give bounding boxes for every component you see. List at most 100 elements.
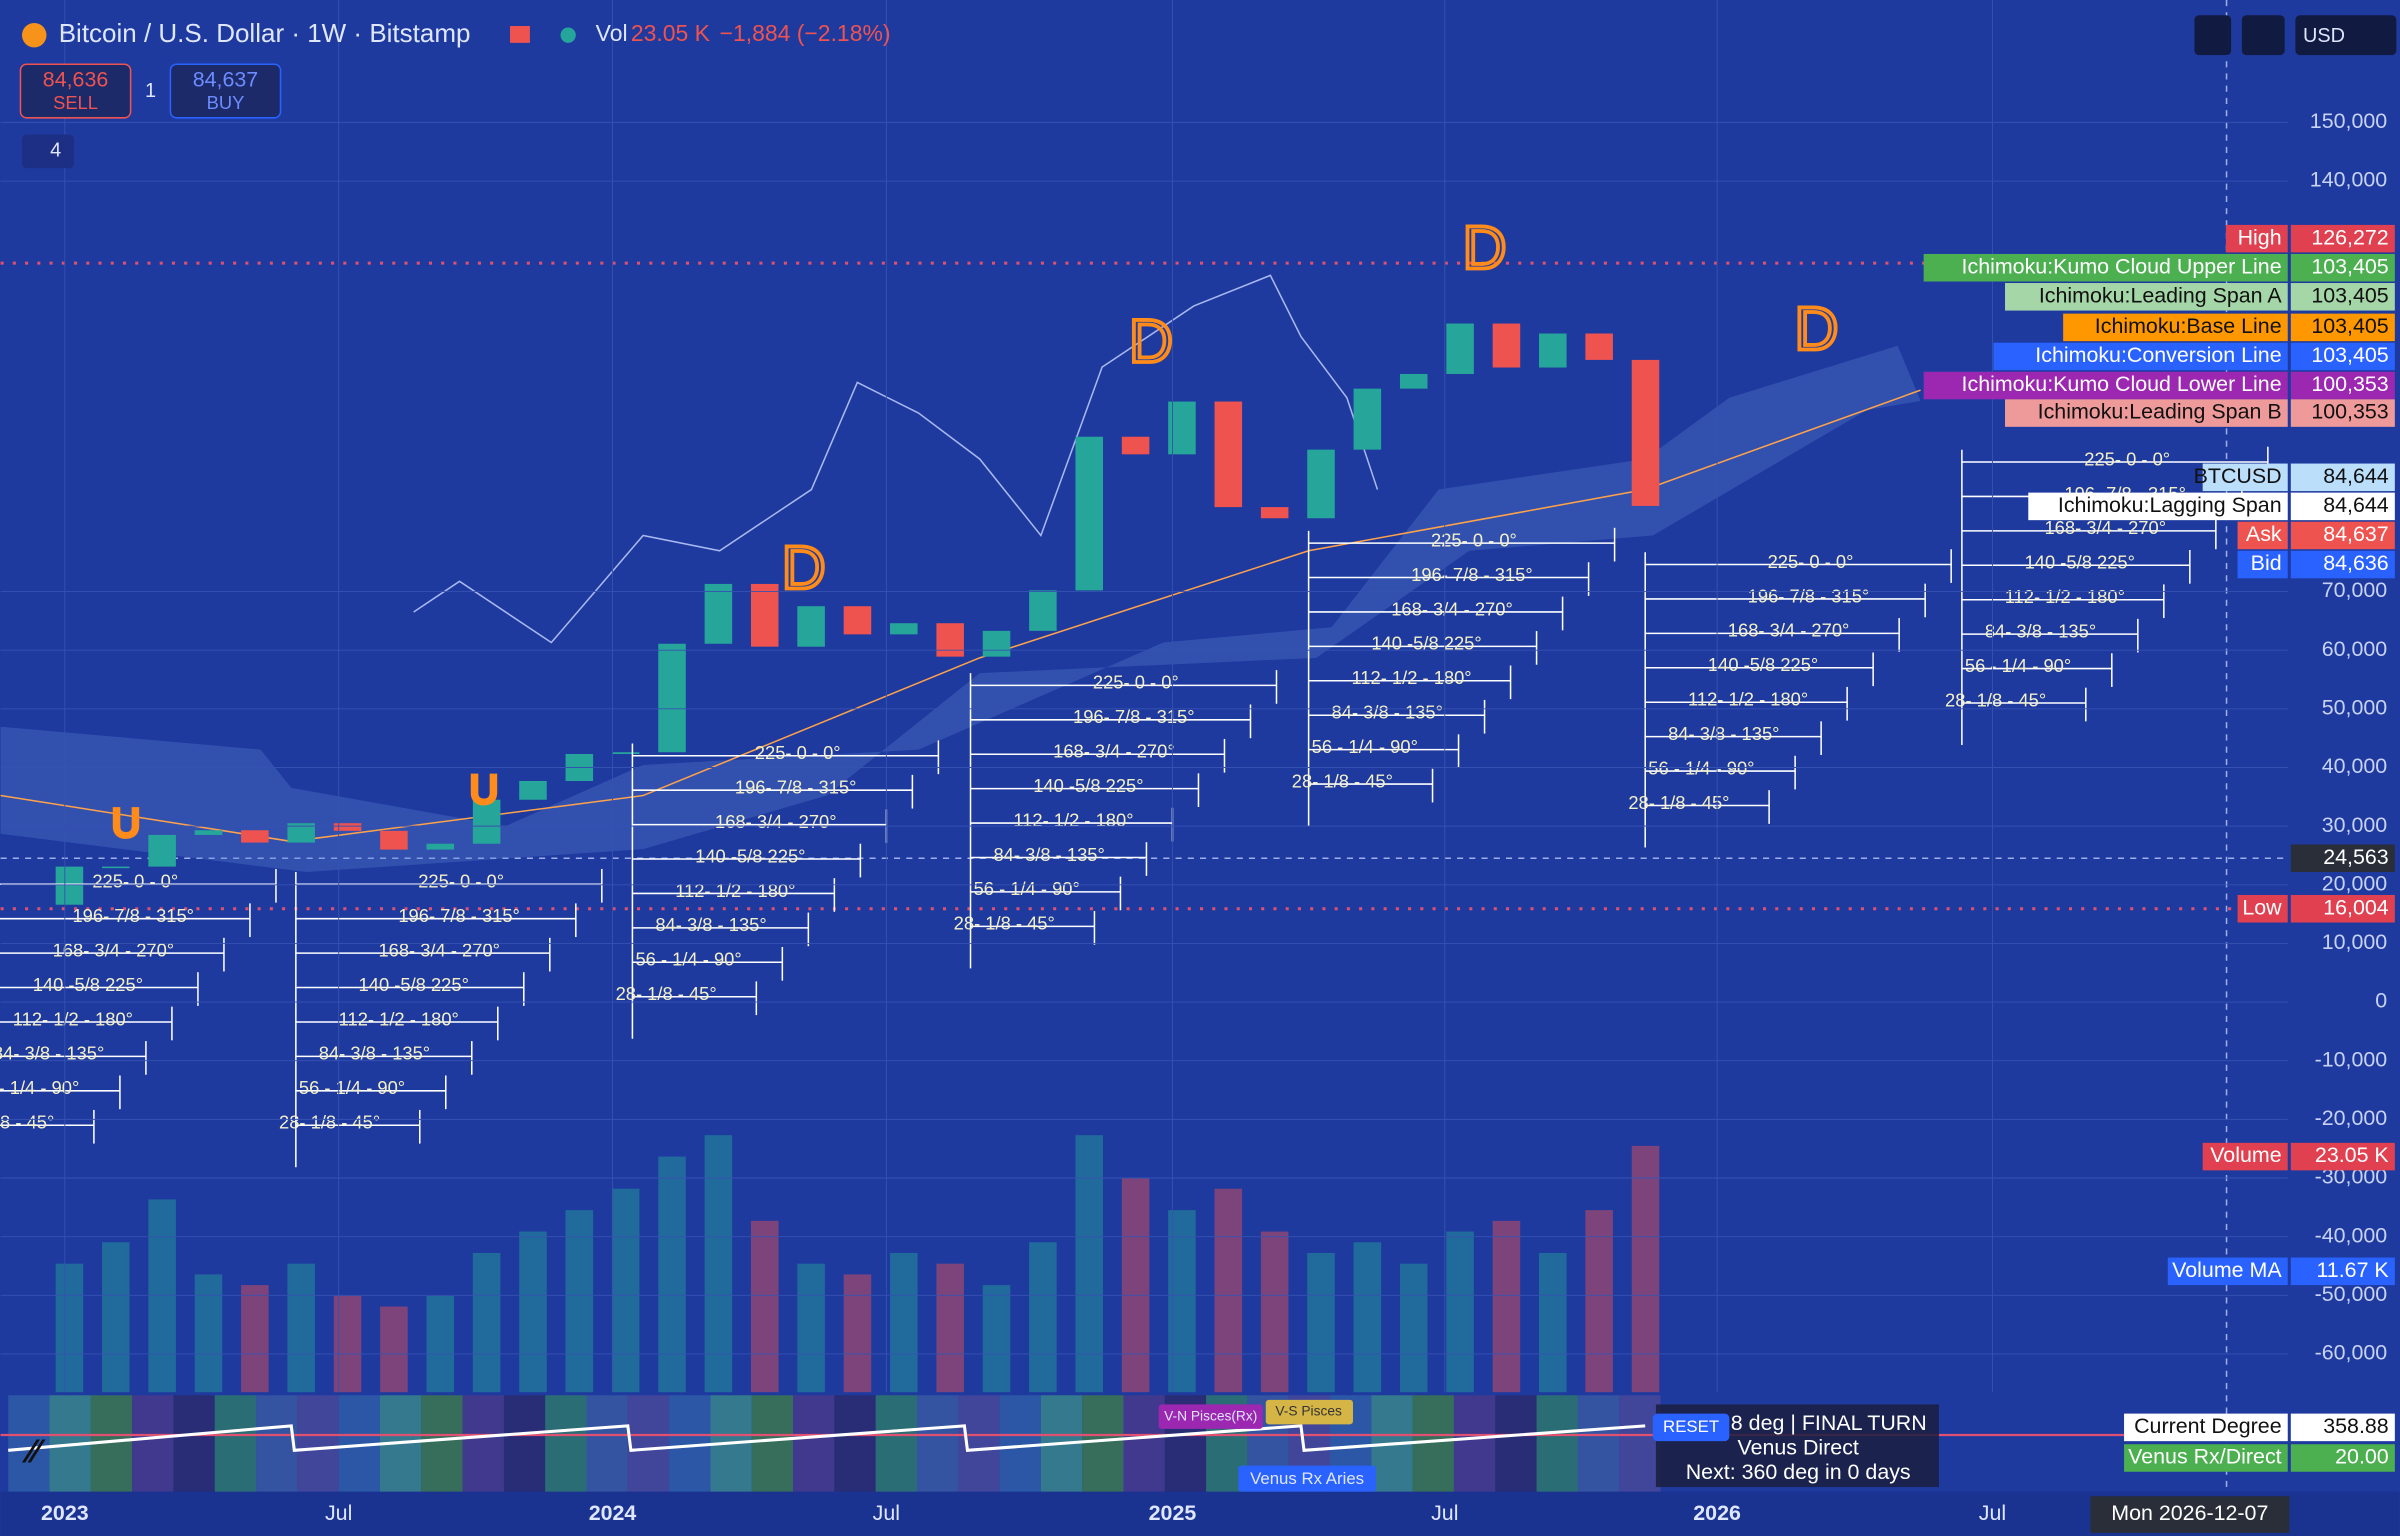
volume-bar	[1493, 1221, 1521, 1392]
candle-body	[1446, 324, 1474, 374]
fan-label: 140 -5/8 225°	[33, 974, 143, 995]
tag-label: BTCUSD	[2194, 464, 2282, 488]
current-degree-value: 358.88	[2323, 1414, 2388, 1438]
strip-cell	[1082, 1395, 1123, 1491]
fan-label: 225- 0 - 0°	[755, 742, 841, 763]
info-line: Venus Direct	[1737, 1435, 1858, 1459]
fan-label: 56 - 1/4 - 90°	[635, 949, 741, 970]
strip-cell	[297, 1395, 338, 1491]
y-tick-label: 0	[2375, 989, 2387, 1013]
tag-label: Ichimoku:Kumo Cloud Lower Line	[1962, 372, 2282, 396]
volume-bar	[1585, 1210, 1613, 1392]
current-degree-label: Current Degree	[2134, 1414, 2282, 1438]
crosshair-value: 24,563	[2323, 845, 2388, 869]
fullscreen-button[interactable]	[2242, 15, 2285, 55]
vol-label: Vol	[596, 20, 628, 46]
layers-toggle[interactable]	[22, 135, 74, 169]
candle-body	[56, 867, 84, 905]
volume-bar	[890, 1253, 918, 1392]
strip-cell	[587, 1395, 628, 1491]
volume-bar	[1632, 1146, 1660, 1392]
tag-label: Ichimoku:Lagging Span	[2058, 493, 2282, 517]
volume-bar	[426, 1296, 454, 1392]
fan-label: 140 -5/8 225°	[2025, 552, 2135, 573]
volume-bar	[658, 1157, 686, 1393]
tag-value: 103,405	[2311, 283, 2388, 307]
fan-label: 140 -5/8 225°	[1033, 775, 1143, 796]
event-label: V-N Pisces(Rx)	[1164, 1408, 1257, 1423]
fan-label: 112- 1/2 - 180°	[339, 1008, 459, 1029]
tag-value: 84,637	[2323, 522, 2388, 546]
tag-value: 100,353	[2311, 372, 2388, 396]
fan-label: 56 - 1/4 - 90°	[0, 1077, 79, 1098]
candle-body	[1029, 590, 1057, 630]
info-line: Next: 360 deg in 0 days	[1686, 1460, 1911, 1484]
chart: 225- 0 - 0° 196- 7/8 - 315° 168- 3/4 - 270…	[0, 0, 2400, 1536]
fan-label: 28- 1/8 - 45°	[954, 913, 1055, 934]
flag	[510, 26, 530, 43]
fan-label: 196- 7/8 - 315°	[1411, 564, 1533, 585]
candle-body	[1307, 450, 1335, 519]
strip-cell	[421, 1395, 462, 1491]
fan-label: 84- 3/8 - 135°	[1668, 723, 1779, 744]
y-tick-label: 60,000	[2322, 637, 2388, 661]
reset-label: RESET	[1663, 1417, 1719, 1436]
candle-body	[102, 867, 130, 869]
tag-value: 16,004	[2323, 895, 2389, 919]
volume-bar	[195, 1274, 223, 1392]
candle-body	[658, 644, 686, 752]
strip-cell	[1454, 1395, 1495, 1491]
rx-label: Venus Rx/Direct	[2128, 1445, 2282, 1469]
y-tick-label: 70,000	[2322, 578, 2388, 602]
candle-body	[1354, 389, 1382, 450]
symbol-title: Bitcoin / U.S. Dollar · 1W · Bitstamp	[59, 18, 471, 48]
candle-body	[426, 844, 454, 850]
candle-body	[241, 830, 269, 842]
strip-cell	[215, 1395, 256, 1491]
volume-bar	[241, 1285, 269, 1392]
tag-value: 84,644	[2323, 493, 2389, 517]
volume-bar	[1307, 1253, 1335, 1392]
candle-body	[705, 584, 733, 644]
fan-label: 112- 1/2 - 180°	[1688, 689, 1808, 710]
volume-bar	[1354, 1242, 1382, 1392]
candle-body	[1261, 507, 1289, 518]
candle-body	[844, 606, 872, 634]
page: 225- 0 - 0° 196- 7/8 - 315° 168- 3/4 - 270…	[0, 0, 2400, 1536]
vol-value: 23.05 K	[631, 20, 711, 46]
cursor-date: Mon 2026-12-07	[2111, 1501, 2268, 1525]
tag-value: 126,272	[2311, 225, 2388, 249]
volume-bar	[1029, 1242, 1057, 1392]
volume-bar	[473, 1253, 501, 1392]
info-line: 8 deg | FINAL TURN	[1731, 1411, 1927, 1435]
change: −1,884 (−2.18%)	[720, 20, 891, 46]
volume-bar	[1215, 1189, 1243, 1392]
fan-label: 168- 3/4 - 270°	[1053, 741, 1175, 762]
fan-label: 56 - 1/4 - 90°	[1312, 736, 1418, 757]
fan-label: 196- 7/8 - 315°	[735, 776, 857, 797]
tag-label: Volume	[2210, 1143, 2281, 1167]
candle-body	[1400, 374, 1428, 389]
candle-body	[195, 830, 223, 835]
fan-label: 28- 1/8 - 45°	[616, 983, 717, 1004]
event-label: Venus Rx Aries	[1250, 1469, 1364, 1488]
volume-bar	[1400, 1264, 1428, 1393]
y-tick-label: 50,000	[2322, 696, 2388, 720]
sell-label: SELL	[53, 92, 98, 113]
volume-bar	[334, 1296, 362, 1392]
fan-label: 168- 3/4 - 270°	[378, 939, 500, 960]
buy-label: BUY	[207, 92, 245, 113]
download-button[interactable]	[2194, 15, 2231, 55]
strip-cell	[834, 1395, 875, 1491]
fan-label: 28- 1/8 - 45°	[0, 1112, 54, 1133]
x-tick-label: Jul	[1979, 1501, 2006, 1525]
tag-label: Volume MA	[2172, 1258, 2282, 1282]
candle-body	[797, 606, 825, 646]
strip-cell	[1495, 1395, 1536, 1491]
quantity: 1	[145, 80, 156, 102]
hand-annotation: U	[112, 802, 141, 846]
fan-label: 28- 1/8 - 45°	[279, 1112, 380, 1133]
candle-body	[751, 584, 779, 647]
tag-value: 23.05 K	[2315, 1143, 2390, 1167]
fan-label: 140 -5/8 225°	[359, 974, 469, 995]
